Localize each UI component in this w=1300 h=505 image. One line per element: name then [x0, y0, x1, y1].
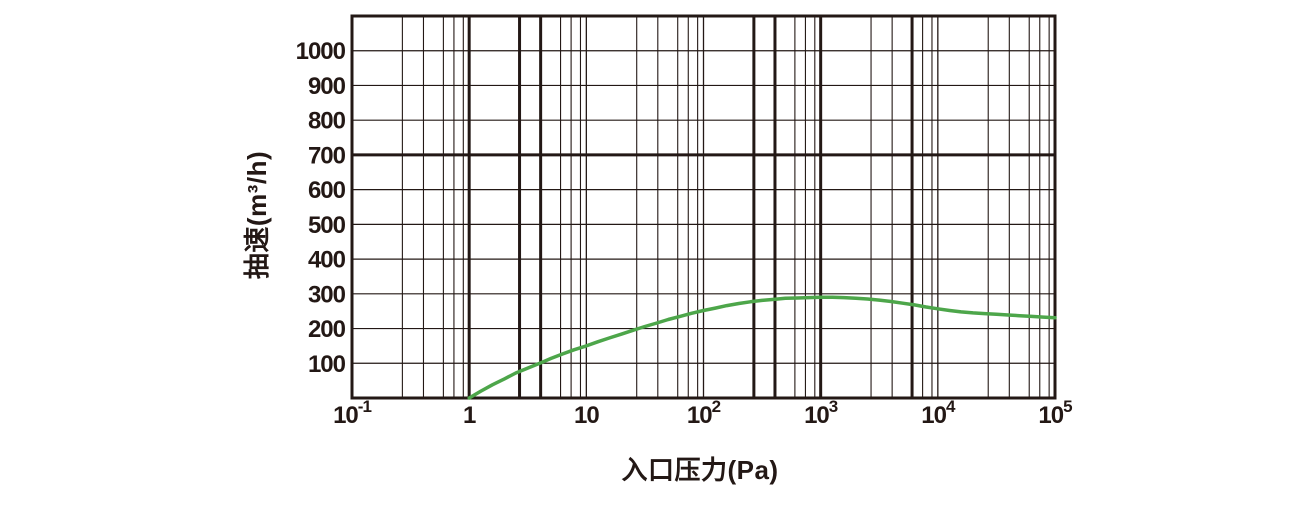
y-tick-label: 900: [308, 73, 346, 100]
y-tick-label: 700: [308, 142, 346, 169]
axis-tick-labels: 100 200 300 400 500 600 700 800 900 1000 10-1 1 10 10…: [296, 38, 1074, 429]
y-tick-label: 300: [308, 281, 346, 308]
plot-border: [350, 14, 1057, 400]
y-axis-title: 抽速(m³/h): [242, 151, 272, 279]
grid-layer: [352, 16, 1055, 398]
pumping-speed-curve: [467, 295, 1057, 400]
y-tick-label: 500: [308, 212, 346, 239]
y-tick-label: 200: [308, 316, 346, 343]
x-tick-label: 105: [1038, 397, 1072, 429]
x-axis-title: 入口压力(Pa): [621, 455, 778, 485]
y-tick-label: 600: [308, 177, 346, 204]
x-tick-label: 104: [921, 397, 956, 429]
x-tick-label: 1: [463, 402, 476, 429]
y-tick-label: 1000: [296, 38, 346, 65]
x-tick-label: 103: [804, 397, 838, 429]
speed-curve-layer: [467, 295, 1057, 400]
x-tick-label: 10: [574, 402, 599, 429]
plot-frame: [350, 14, 1057, 400]
x-tick-label: 10-1: [333, 397, 371, 429]
x-tick-label: 102: [687, 397, 721, 429]
y-tick-label: 400: [308, 247, 346, 274]
y-tick-label: 800: [308, 108, 346, 135]
y-tick-label: 100: [308, 351, 346, 378]
